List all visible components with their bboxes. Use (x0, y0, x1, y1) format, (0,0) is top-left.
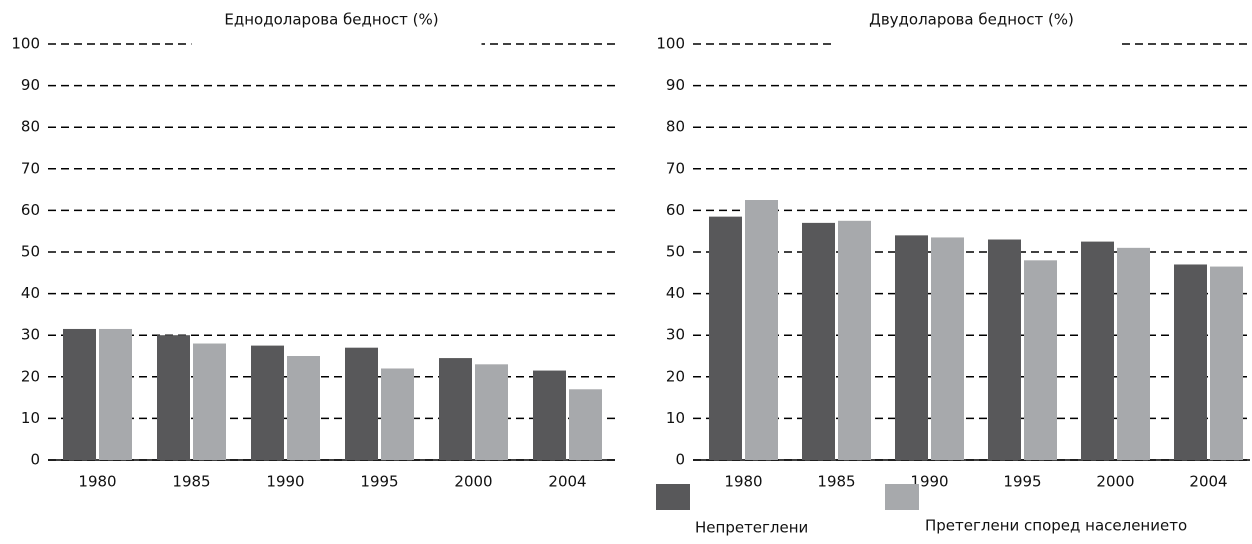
y-tick-label: 10 (21, 409, 40, 427)
x-tick-label: 2000 (454, 473, 492, 491)
y-tick-label: 60 (21, 201, 40, 219)
y-tick-label: 30 (21, 326, 40, 344)
x-tick-label: 1990 (910, 473, 948, 491)
legend-swatch (885, 484, 919, 510)
legend-swatch (656, 484, 690, 510)
x-tick-label: 1985 (817, 473, 855, 491)
bar (931, 237, 964, 460)
bar (569, 389, 602, 460)
x-tick-label: 2004 (1189, 473, 1227, 491)
bar (1210, 266, 1243, 460)
y-tick-label: 30 (666, 326, 685, 344)
bar (1024, 260, 1057, 460)
bar (439, 358, 472, 460)
bar (63, 328, 96, 460)
bar (193, 343, 226, 460)
legend-label: Непретеглени (695, 519, 808, 537)
x-tick-label: 2004 (548, 473, 586, 491)
x-tick-label: 2000 (1096, 473, 1134, 491)
bar (381, 368, 414, 460)
x-tick-label: 1995 (1003, 473, 1041, 491)
bar (988, 239, 1021, 460)
chart-title: Еднодоларова бедност (%) (224, 11, 438, 29)
y-tick-label: 60 (666, 201, 685, 219)
bar (838, 220, 871, 460)
bar (475, 364, 508, 460)
bar (345, 347, 378, 460)
title-background (831, 30, 1122, 52)
y-tick-label: 10 (666, 409, 685, 427)
bar (99, 328, 132, 460)
bar (533, 370, 566, 460)
bar (895, 235, 928, 460)
y-tick-label: 40 (666, 284, 685, 302)
y-tick-label: 50 (21, 243, 40, 261)
x-tick-label: 1980 (78, 473, 116, 491)
y-tick-label: 20 (666, 367, 685, 385)
bar (709, 216, 742, 460)
bar (287, 356, 320, 460)
y-tick-label: 100 (656, 35, 685, 53)
bar (1174, 264, 1207, 460)
y-tick-label: 70 (21, 159, 40, 177)
y-tick-label: 50 (666, 243, 685, 261)
y-tick-label: 100 (11, 35, 40, 53)
y-tick-label: 40 (21, 284, 40, 302)
title-background (191, 30, 482, 52)
bar (157, 335, 190, 460)
y-tick-label: 70 (666, 159, 685, 177)
bar (1081, 241, 1114, 460)
x-tick-label: 1990 (266, 473, 304, 491)
bar (745, 200, 778, 460)
x-tick-label: 1985 (172, 473, 210, 491)
y-tick-label: 0 (675, 451, 685, 469)
bar (1117, 247, 1150, 460)
y-tick-label: 20 (21, 367, 40, 385)
x-tick-label: 1980 (724, 473, 762, 491)
bar (802, 222, 835, 460)
legend-label: Претеглени според населението (925, 517, 1187, 535)
y-tick-label: 80 (666, 118, 685, 136)
x-tick-label: 1995 (360, 473, 398, 491)
bar (251, 345, 284, 460)
y-tick-label: 90 (666, 76, 685, 94)
y-tick-label: 80 (21, 118, 40, 136)
chart-title: Двудоларова бедност (%) (869, 11, 1074, 29)
y-tick-label: 90 (21, 76, 40, 94)
y-tick-label: 0 (30, 451, 40, 469)
